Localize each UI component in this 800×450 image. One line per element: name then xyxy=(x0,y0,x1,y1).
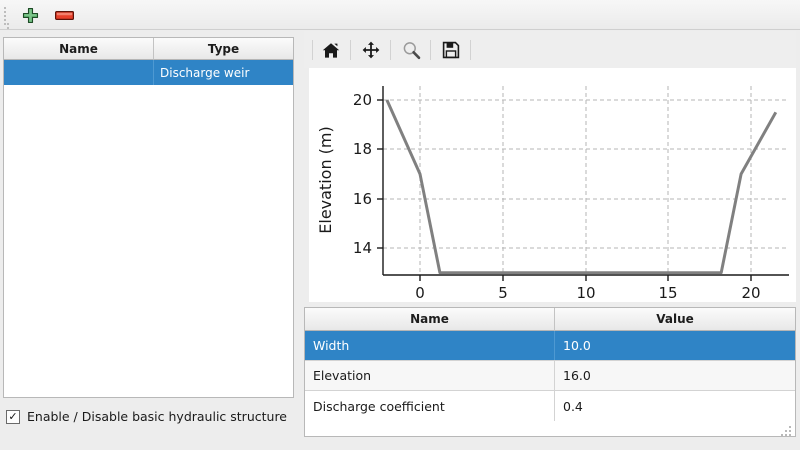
svg-text:14: 14 xyxy=(353,239,372,257)
svg-text:16: 16 xyxy=(353,190,372,208)
home-icon xyxy=(322,42,340,58)
chart-ylabel: Elevation (m) xyxy=(316,126,335,233)
cell-param-name[interactable]: Elevation xyxy=(305,361,555,390)
structures-panel: Name Type Discharge weir ✓ Enable / Disa… xyxy=(0,31,297,450)
remove-structure-button[interactable] xyxy=(52,4,76,26)
cell-structure-type[interactable]: Discharge weir xyxy=(154,60,293,85)
details-panel: 20 18 16 14 0 5 xyxy=(304,31,796,441)
svg-text:10: 10 xyxy=(576,284,595,302)
svg-text:15: 15 xyxy=(658,284,677,302)
enable-structure-checkbox[interactable]: ✓ xyxy=(6,409,20,424)
enable-structure-label: Enable / Disable basic hydraulic structu… xyxy=(27,409,287,424)
chart-y-ticks xyxy=(377,99,383,249)
plot-navigation-toolbar xyxy=(304,31,796,68)
parameters-table-header: Name Value xyxy=(305,308,795,331)
structures-table-header: Name Type xyxy=(4,38,293,60)
svg-text:18: 18 xyxy=(353,140,372,158)
cell-param-value[interactable]: 0.4 xyxy=(563,398,583,414)
toolbar-drag-handle[interactable] xyxy=(4,7,9,41)
floppy-disk-icon xyxy=(442,41,460,59)
plot-home-button[interactable] xyxy=(318,38,344,62)
main-toolbar xyxy=(0,0,800,41)
svg-text:20: 20 xyxy=(353,91,372,109)
parameters-table[interactable]: Name Value Width 10.0 Elevation 16.0 Dis… xyxy=(304,307,796,437)
checkmark-icon: ✓ xyxy=(8,410,18,423)
svg-text:0: 0 xyxy=(415,284,425,302)
chart-x-ticks xyxy=(419,275,752,281)
chart-y-ticklabels: 20 18 16 14 xyxy=(353,91,372,257)
plot-zoom-button[interactable] xyxy=(398,38,424,62)
enable-structure-checkbox-row[interactable]: ✓ Enable / Disable basic hydraulic struc… xyxy=(6,409,287,424)
cell-param-value[interactable]: 10.0 xyxy=(555,331,795,360)
plot-save-button[interactable] xyxy=(438,38,464,62)
table-row[interactable]: Elevation 16.0 xyxy=(305,361,795,391)
cell-param-name[interactable]: Discharge coefficient xyxy=(305,391,555,421)
move-icon xyxy=(362,41,380,59)
column-header-param-name[interactable]: Name xyxy=(305,308,555,331)
column-header-type[interactable]: Type xyxy=(154,38,293,60)
column-header-param-value[interactable]: Value xyxy=(555,308,795,331)
cross-section-plot-frame: 20 18 16 14 0 5 xyxy=(304,31,796,302)
svg-text:20: 20 xyxy=(741,284,760,302)
table-row[interactable]: Width 10.0 xyxy=(305,331,795,361)
table-row[interactable]: Discharge weir xyxy=(4,60,293,85)
magnifier-icon xyxy=(403,41,420,59)
window-resize-grip[interactable] xyxy=(781,426,793,438)
plot-pan-button[interactable] xyxy=(358,38,384,62)
cell-param-name[interactable]: Width xyxy=(305,331,555,360)
chart-xlabel: X (m) xyxy=(564,301,608,302)
add-structure-button[interactable] xyxy=(18,4,42,26)
chart-series-line xyxy=(385,99,778,275)
table-row[interactable]: Discharge coefficient 0.4 xyxy=(305,391,795,421)
column-header-name[interactable]: Name xyxy=(4,38,154,60)
structures-table[interactable]: Name Type Discharge weir xyxy=(3,37,294,398)
chart-x-ticklabels: 0 5 10 15 20 xyxy=(415,284,760,302)
minus-icon xyxy=(54,10,74,20)
plus-icon xyxy=(22,7,38,23)
svg-text:5: 5 xyxy=(498,284,508,302)
cell-param-value[interactable]: 16.0 xyxy=(555,361,795,390)
chart-svg: 20 18 16 14 0 5 xyxy=(316,86,789,302)
cross-section-chart[interactable]: 20 18 16 14 0 5 xyxy=(309,68,796,302)
cell-structure-name[interactable] xyxy=(4,60,154,85)
chart-gridlines xyxy=(383,86,789,275)
